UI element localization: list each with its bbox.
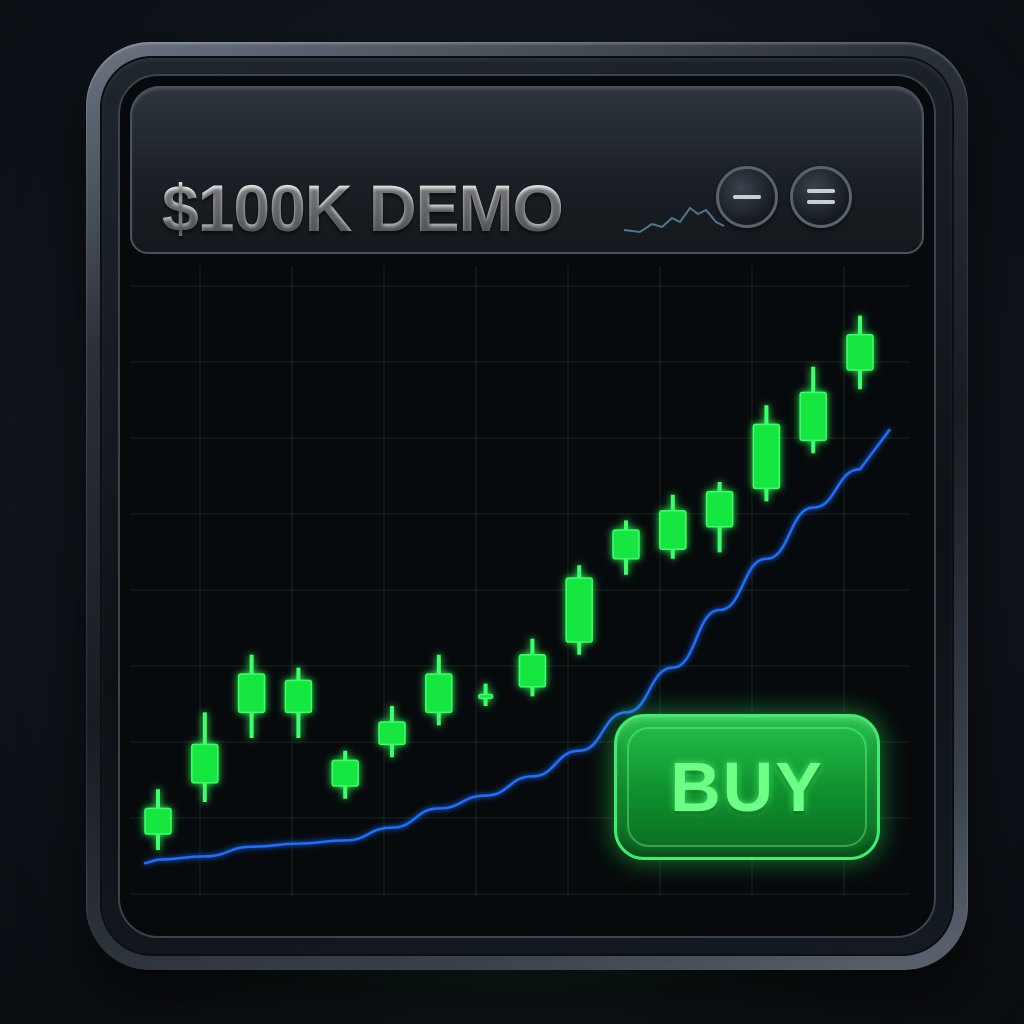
buy-button-bevel: [627, 727, 867, 847]
candle-body: [237, 673, 266, 714]
candle-body: [612, 529, 640, 560]
candle-body: [565, 577, 593, 643]
candle: [144, 789, 172, 850]
minimize-button[interactable]: [716, 166, 778, 228]
candle-body: [425, 673, 453, 714]
candlestick-chart: [130, 266, 910, 896]
buy-button[interactable]: BUY: [614, 714, 880, 860]
candle-body: [191, 743, 219, 784]
candle: [378, 706, 406, 758]
candle-body: [477, 693, 494, 700]
candle: [284, 667, 313, 738]
candle: [425, 654, 453, 726]
candle: [612, 520, 640, 575]
candle-body: [705, 490, 734, 528]
candle: [705, 482, 734, 553]
sparkline-icon: [623, 206, 725, 234]
chart-grid: [130, 266, 910, 896]
candle: [237, 654, 266, 738]
buy-button-label: BUY: [670, 748, 824, 826]
device-bezel: $100K DEMO BUY: [100, 56, 954, 956]
menu-icon: [793, 169, 849, 225]
menu-button[interactable]: [790, 166, 852, 228]
candle-body: [518, 654, 547, 688]
trading-screen: $100K DEMO BUY: [118, 74, 936, 938]
candle-body: [846, 334, 874, 371]
device-frame: $100K DEMO BUY: [86, 42, 968, 970]
price-chart: [130, 266, 924, 926]
candle: [331, 750, 359, 799]
candle: [752, 405, 781, 502]
window-titlebar: $100K DEMO: [130, 86, 924, 254]
account-title: $100K DEMO: [162, 171, 564, 245]
candle-body: [331, 759, 359, 787]
candle: [799, 366, 827, 454]
candle: [191, 712, 219, 802]
candle-body: [659, 510, 687, 550]
candle-body: [284, 679, 313, 714]
candle-body: [144, 807, 172, 835]
moving-average-line: [143, 428, 891, 865]
candle-body: [752, 423, 781, 490]
candle-body: [799, 391, 827, 442]
candle: [659, 494, 687, 559]
candle: [518, 638, 547, 697]
candle: [846, 315, 874, 390]
minimize-icon: [733, 195, 761, 199]
candle: [565, 565, 593, 655]
candle-body: [378, 721, 406, 746]
candle: [477, 683, 494, 706]
